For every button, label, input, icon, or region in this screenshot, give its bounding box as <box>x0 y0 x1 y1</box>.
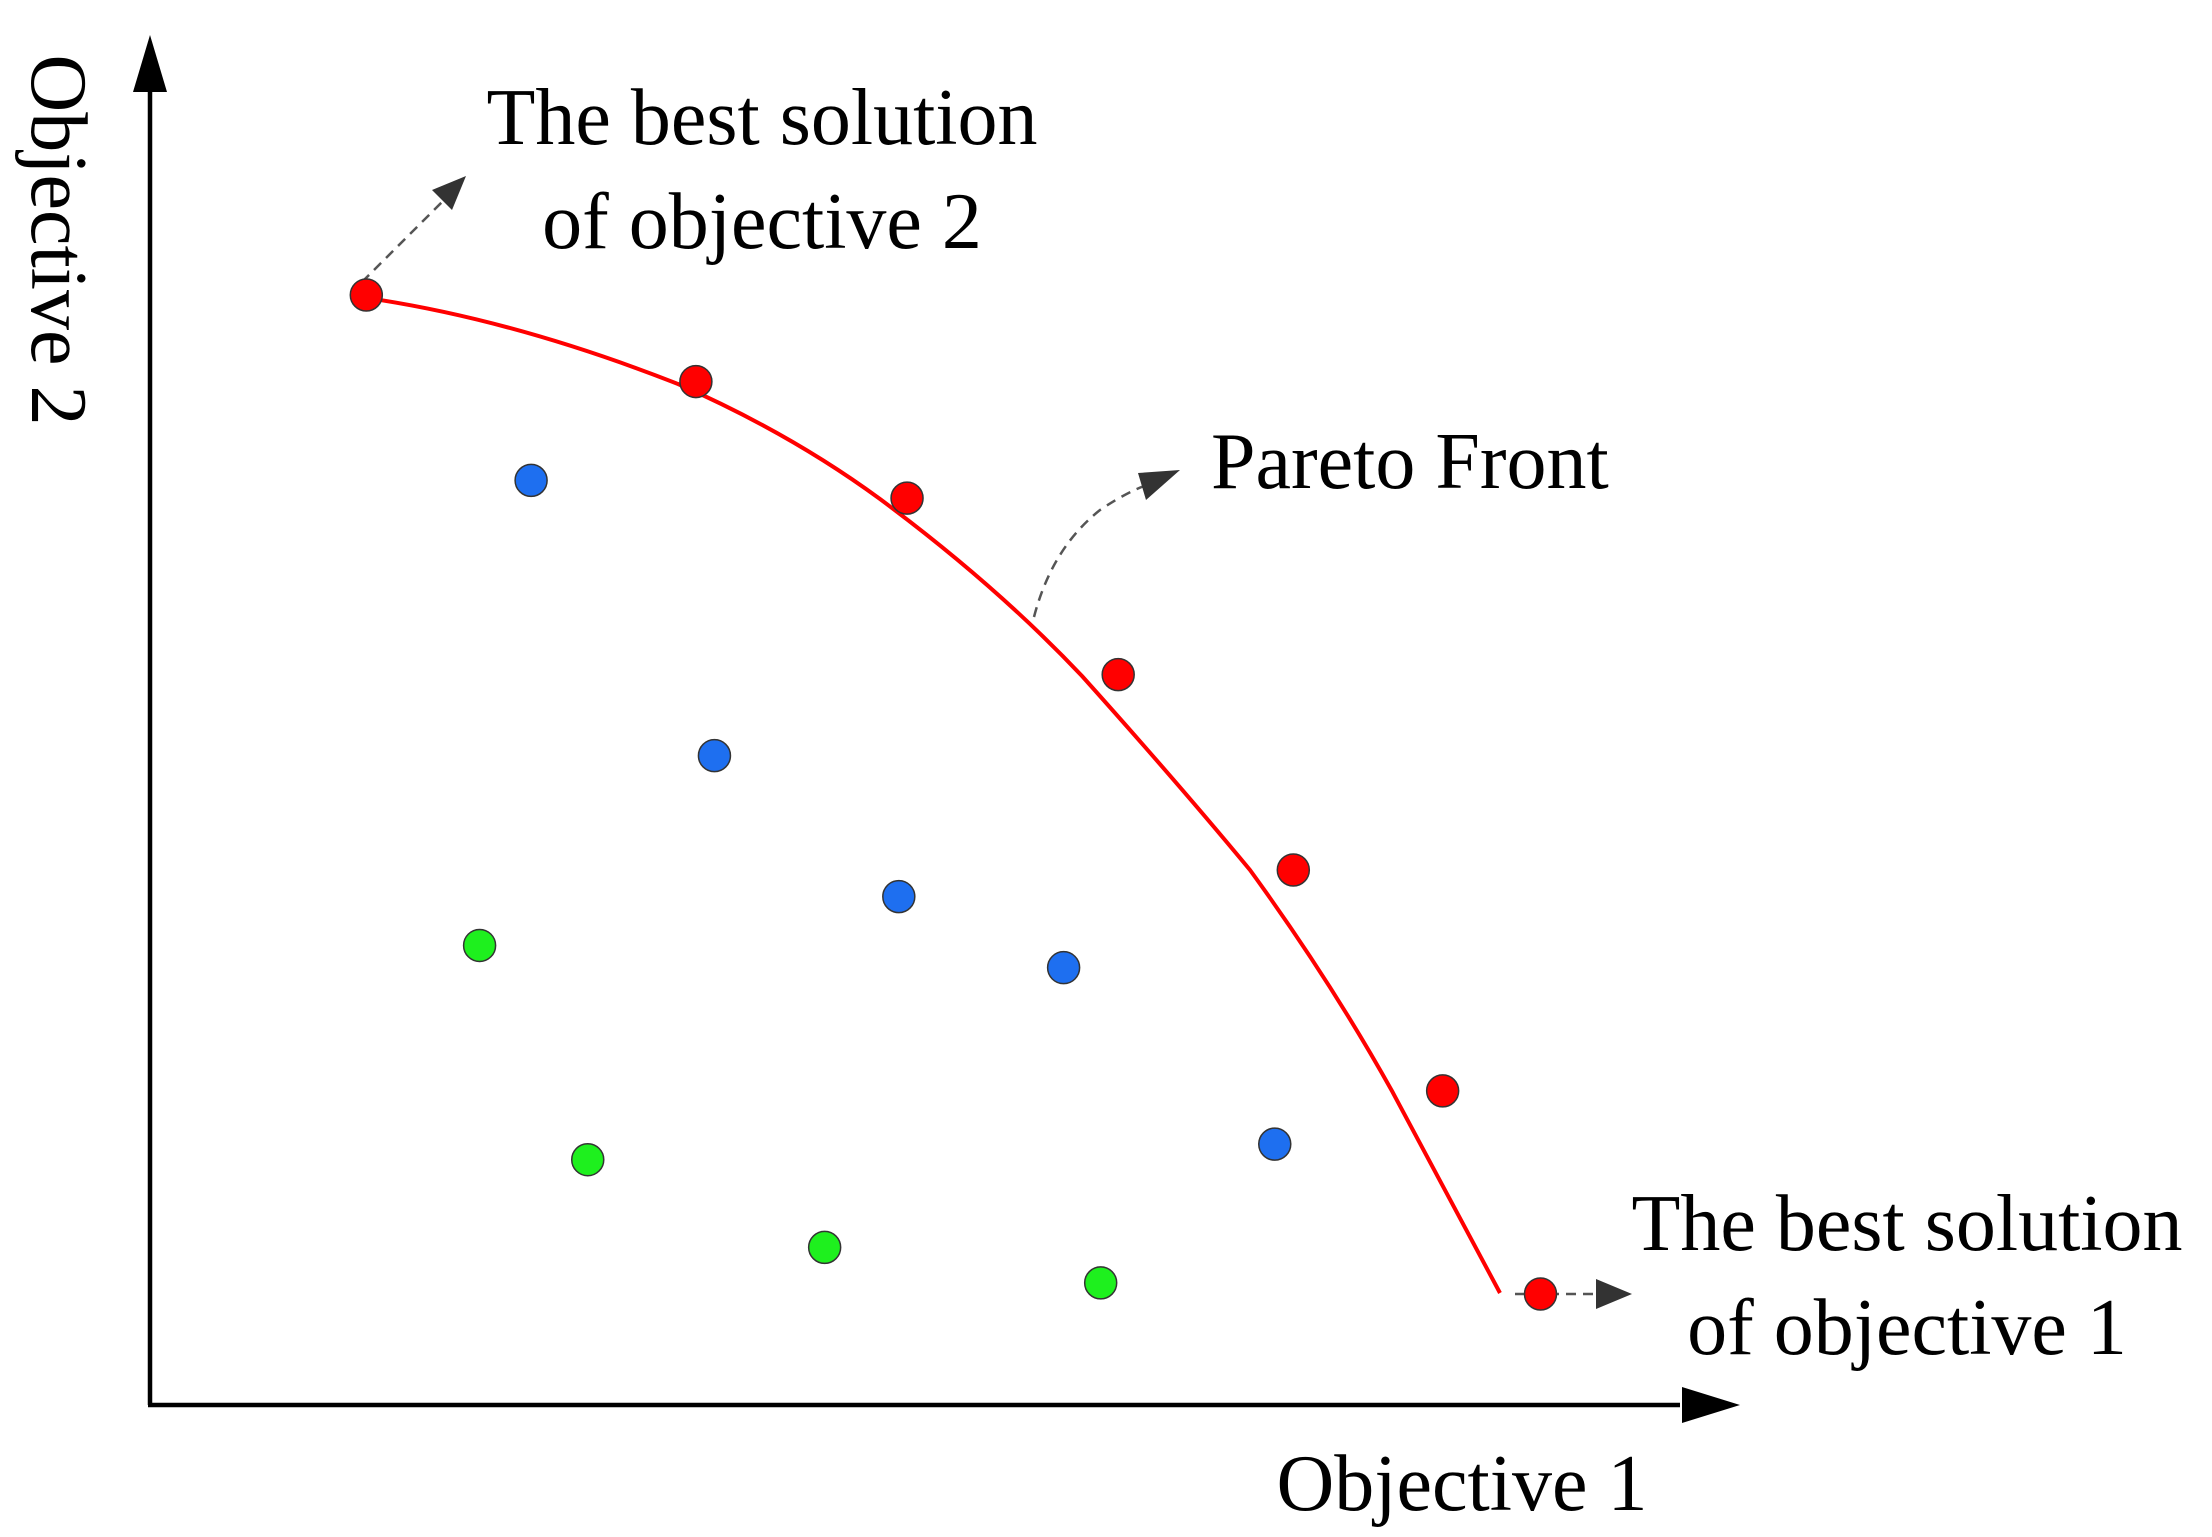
green-point <box>1083 1266 1118 1300</box>
green-points-group <box>462 928 1118 1300</box>
axes <box>133 35 1740 1423</box>
annotation-arrow-curve <box>1032 482 1151 618</box>
y-axis-arrowhead <box>133 35 167 92</box>
pareto-point <box>1276 853 1311 887</box>
x-axis-arrowhead <box>1682 1387 1740 1423</box>
x-axis-label: Objective 1 <box>1277 1440 1648 1528</box>
blue-point <box>1258 1127 1292 1161</box>
annotation-text-line1: The best solution <box>486 74 1037 162</box>
blue-point <box>514 463 548 498</box>
annotation-arrowhead <box>1596 1279 1632 1309</box>
pareto-point <box>1425 1074 1460 1108</box>
annotation-text-line2: of objective 1 <box>1687 1284 2127 1372</box>
pareto-point <box>349 278 384 312</box>
green-point <box>807 1230 842 1265</box>
pareto-point <box>890 481 924 515</box>
annotation-arrow-line <box>361 197 447 283</box>
pareto-point <box>679 364 713 399</box>
annotation-arrowhead <box>432 176 466 210</box>
annotation-best-objective-1: The best solution of objective 1 <box>1515 1180 2183 1372</box>
blue-point <box>1046 950 1081 985</box>
pareto-points-group <box>349 278 1558 1311</box>
green-point <box>571 1142 605 1177</box>
pareto-front-curve <box>359 295 1502 1294</box>
blue-point <box>697 738 732 773</box>
pareto-point <box>1101 657 1135 692</box>
annotation-text-line1: The best solution <box>1631 1180 2182 1268</box>
annotation-text-line2: of objective 2 <box>542 178 982 266</box>
y-axis-label: Objective 2 <box>14 55 102 426</box>
annotation-arrowhead <box>1138 470 1180 500</box>
annotation-best-objective-2: The best solution of objective 2 <box>361 74 1038 283</box>
annotation-pareto-front: Pareto Front <box>1032 418 1609 618</box>
blue-point <box>882 879 916 914</box>
green-point <box>462 928 497 963</box>
annotation-text: Pareto Front <box>1211 418 1609 506</box>
pareto-point <box>1523 1277 1558 1311</box>
blue-points-group <box>514 463 1292 1161</box>
